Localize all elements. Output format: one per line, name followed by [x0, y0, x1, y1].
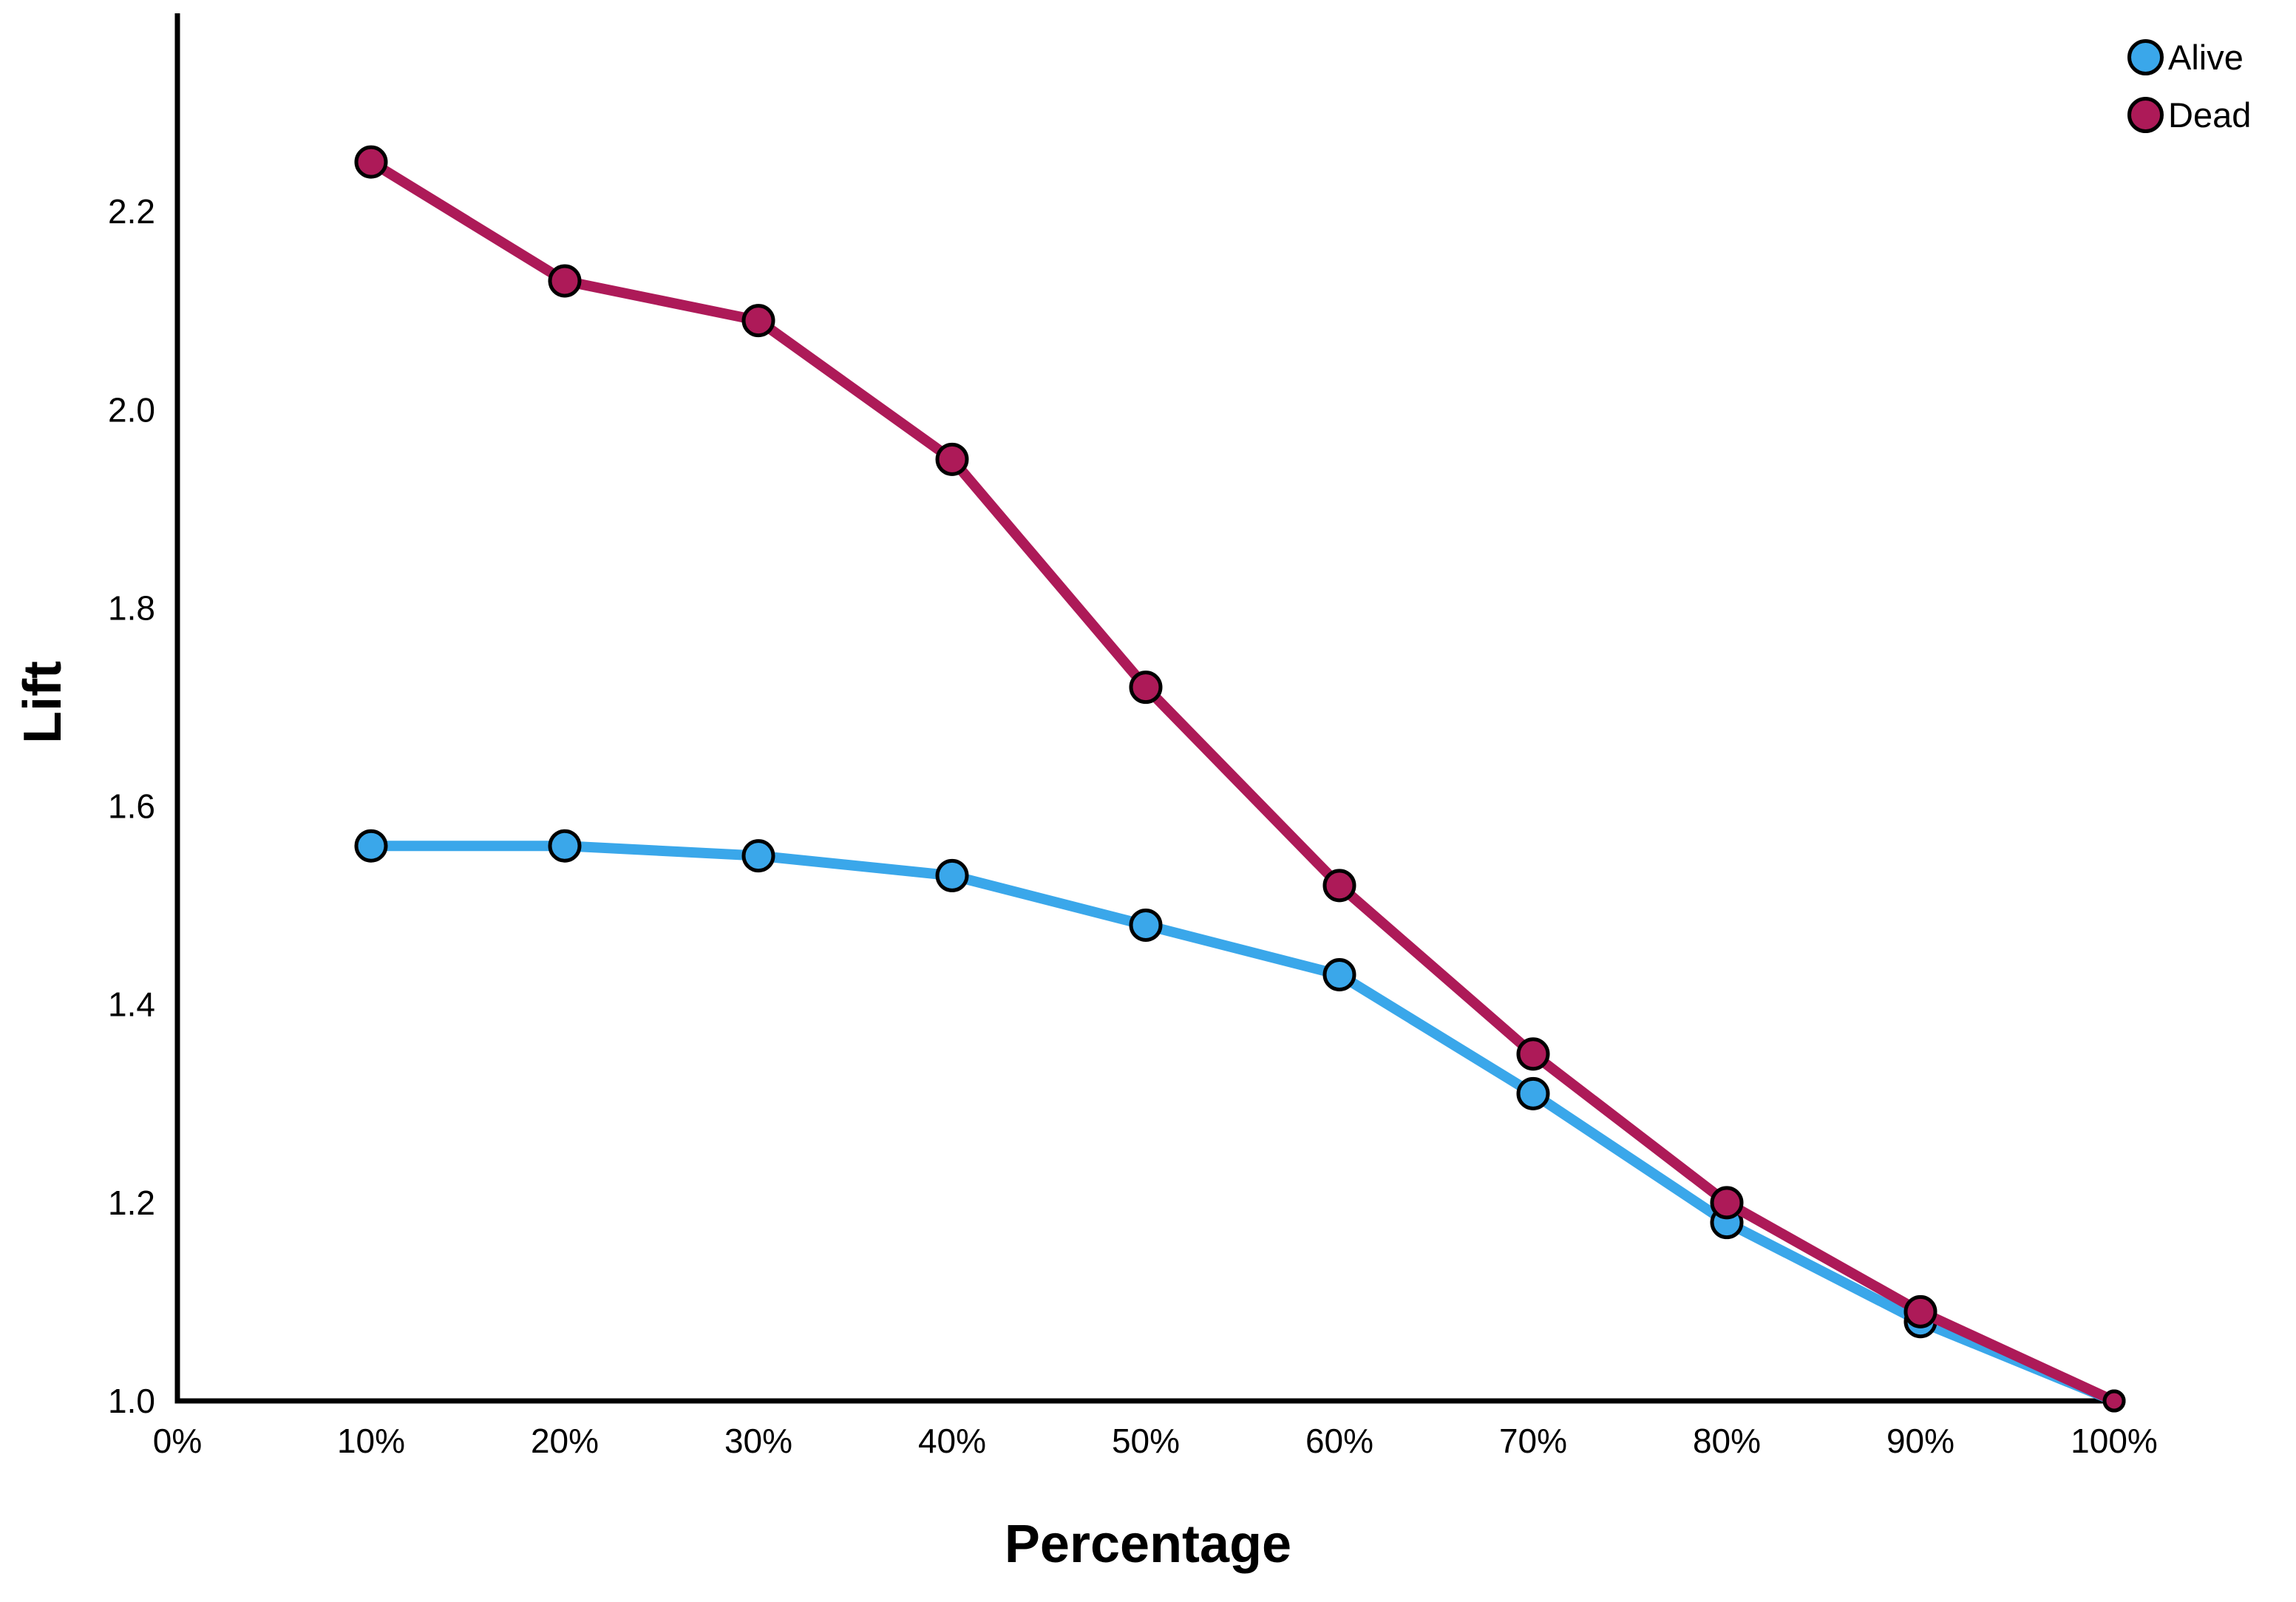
y-tick-label: 1.8 [108, 588, 155, 627]
x-axis-title: Percentage [1004, 1515, 1292, 1574]
x-tick-label: 0% [153, 1422, 202, 1460]
dead-data-point-marker [741, 304, 775, 338]
dead-data-point-marker [354, 145, 388, 179]
x-tick-label: 30% [724, 1422, 792, 1460]
dead-data-point-marker [1322, 869, 1356, 903]
alive-data-point-marker [1129, 908, 1163, 942]
dead-data-point-marker [1129, 671, 1163, 705]
legend-label-alive: Alive [2168, 37, 2244, 77]
x-tick-label: 10% [337, 1422, 405, 1460]
dead-data-point-marker [935, 442, 969, 476]
dead-series-swatch-icon [2127, 96, 2164, 133]
alive-data-point-marker [1516, 1076, 1550, 1110]
x-tick-label: 80% [1693, 1422, 1761, 1460]
dead-data-point-marker [1903, 1294, 1937, 1328]
legend-item-alive: Alive [2127, 28, 2251, 86]
alive-data-point-marker [354, 829, 388, 863]
legend: Alive Dead [2127, 28, 2251, 143]
dead-data-point-marker [1710, 1186, 1744, 1220]
dead-line [366, 157, 2119, 1406]
alive-data-point-marker [741, 839, 775, 873]
x-tick-label: 70% [1499, 1422, 1567, 1460]
y-tick-label: 2.0 [108, 390, 155, 429]
y-tick-label: 2.2 [108, 192, 155, 231]
x-tick-label: 50% [1112, 1422, 1180, 1460]
legend-label-dead: Dead [2168, 95, 2252, 135]
x-tick-label: 20% [531, 1422, 599, 1460]
y-tick-label: 1.6 [108, 787, 155, 826]
y-axis-title: Lift [13, 661, 72, 744]
x-tick-label: 40% [918, 1422, 986, 1460]
dead-data-point-marker [2102, 1389, 2126, 1413]
y-tick-label: 1.2 [108, 1184, 155, 1222]
dead-data-point-marker [548, 264, 582, 298]
y-tick-label: 1.0 [108, 1382, 155, 1420]
alive-data-point-marker [935, 858, 969, 892]
y-tick-label: 1.4 [108, 985, 155, 1024]
alive-series-swatch-icon [2127, 38, 2164, 75]
alive-data-point-marker [548, 829, 582, 863]
alive-line [366, 841, 2119, 1406]
dead-data-point-marker [1516, 1037, 1550, 1071]
x-tick-label: 100% [2071, 1422, 2158, 1460]
x-tick-label: 60% [1305, 1422, 1373, 1460]
alive-data-point-marker [1322, 957, 1356, 991]
legend-item-dead: Dead [2127, 86, 2251, 143]
x-tick-label: 90% [1886, 1422, 1954, 1460]
